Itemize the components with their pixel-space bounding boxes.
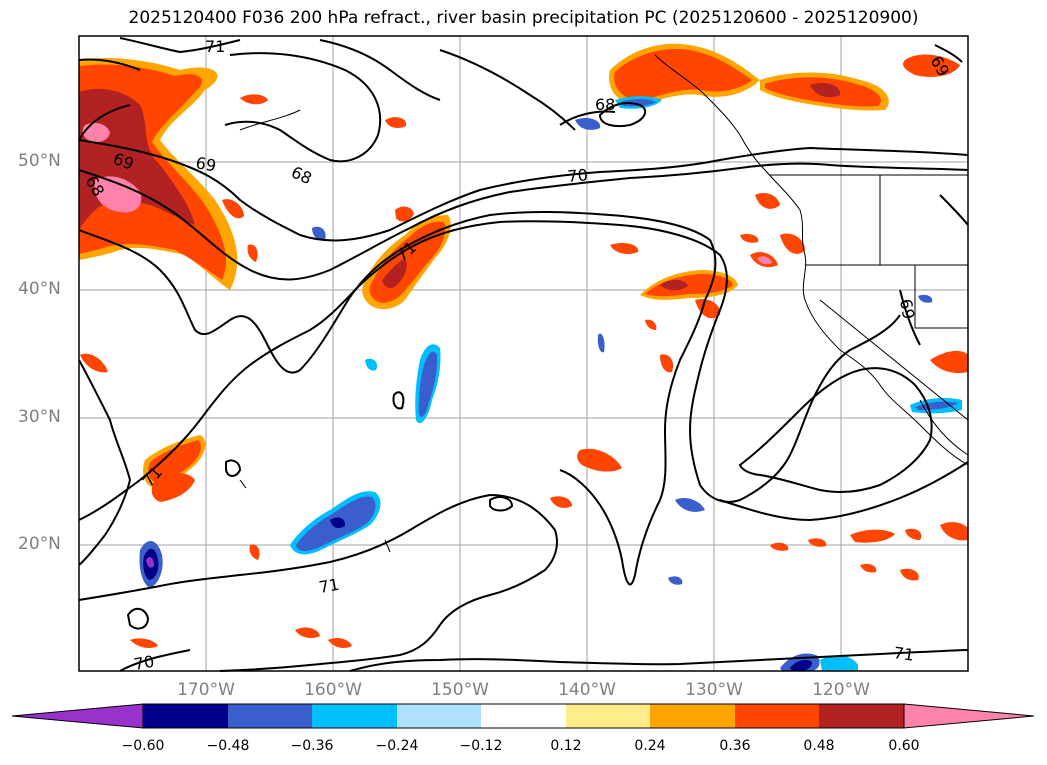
lon-label-170w: 170°W — [177, 680, 235, 700]
colorbar-tick: 0.60 — [888, 738, 920, 754]
map-area — [79, 36, 968, 671]
colorbar-tick: −0.48 — [206, 738, 250, 754]
colorbar-tick: −0.24 — [375, 738, 419, 754]
colorbar-tick: 0.24 — [634, 738, 666, 754]
map-frame — [78, 35, 969, 672]
colorbar — [11, 703, 1035, 729]
colorbar-tick: −0.12 — [459, 738, 503, 754]
lon-label-140w: 140°W — [558, 680, 616, 700]
lat-label-20n: 20°N — [18, 534, 61, 554]
contour-lines — [78, 37, 969, 672]
lon-label-150w: 150°W — [431, 680, 489, 700]
contour-label: 70 — [567, 165, 589, 186]
colorbar-tick: 0.36 — [719, 738, 751, 754]
contour-label: 71 — [205, 37, 225, 56]
lon-label-120w: 120°W — [812, 680, 870, 700]
colorbar-tick: 0.12 — [550, 738, 582, 754]
contour-label: 70 — [132, 652, 155, 674]
colorbar-tick: −0.60 — [121, 738, 165, 754]
colorbar-tick: 0.48 — [803, 738, 835, 754]
map-title: 2025120400 F036 200 hPa refract., river … — [128, 8, 919, 28]
lat-label-30n: 30°N — [18, 407, 61, 427]
contour-label: 71 — [892, 643, 915, 665]
contour-label: 69 — [896, 297, 918, 320]
lat-label-40n: 40°N — [18, 279, 61, 299]
colorbar-tick: −0.36 — [290, 738, 334, 754]
lon-label-160w: 160°W — [304, 680, 362, 700]
lat-label-50n: 50°N — [18, 151, 61, 171]
lon-label-130w: 130°W — [685, 680, 743, 700]
contour-label: 69 — [194, 153, 217, 175]
contour-label: 71 — [317, 575, 340, 597]
contour-label: 68 — [595, 95, 615, 114]
